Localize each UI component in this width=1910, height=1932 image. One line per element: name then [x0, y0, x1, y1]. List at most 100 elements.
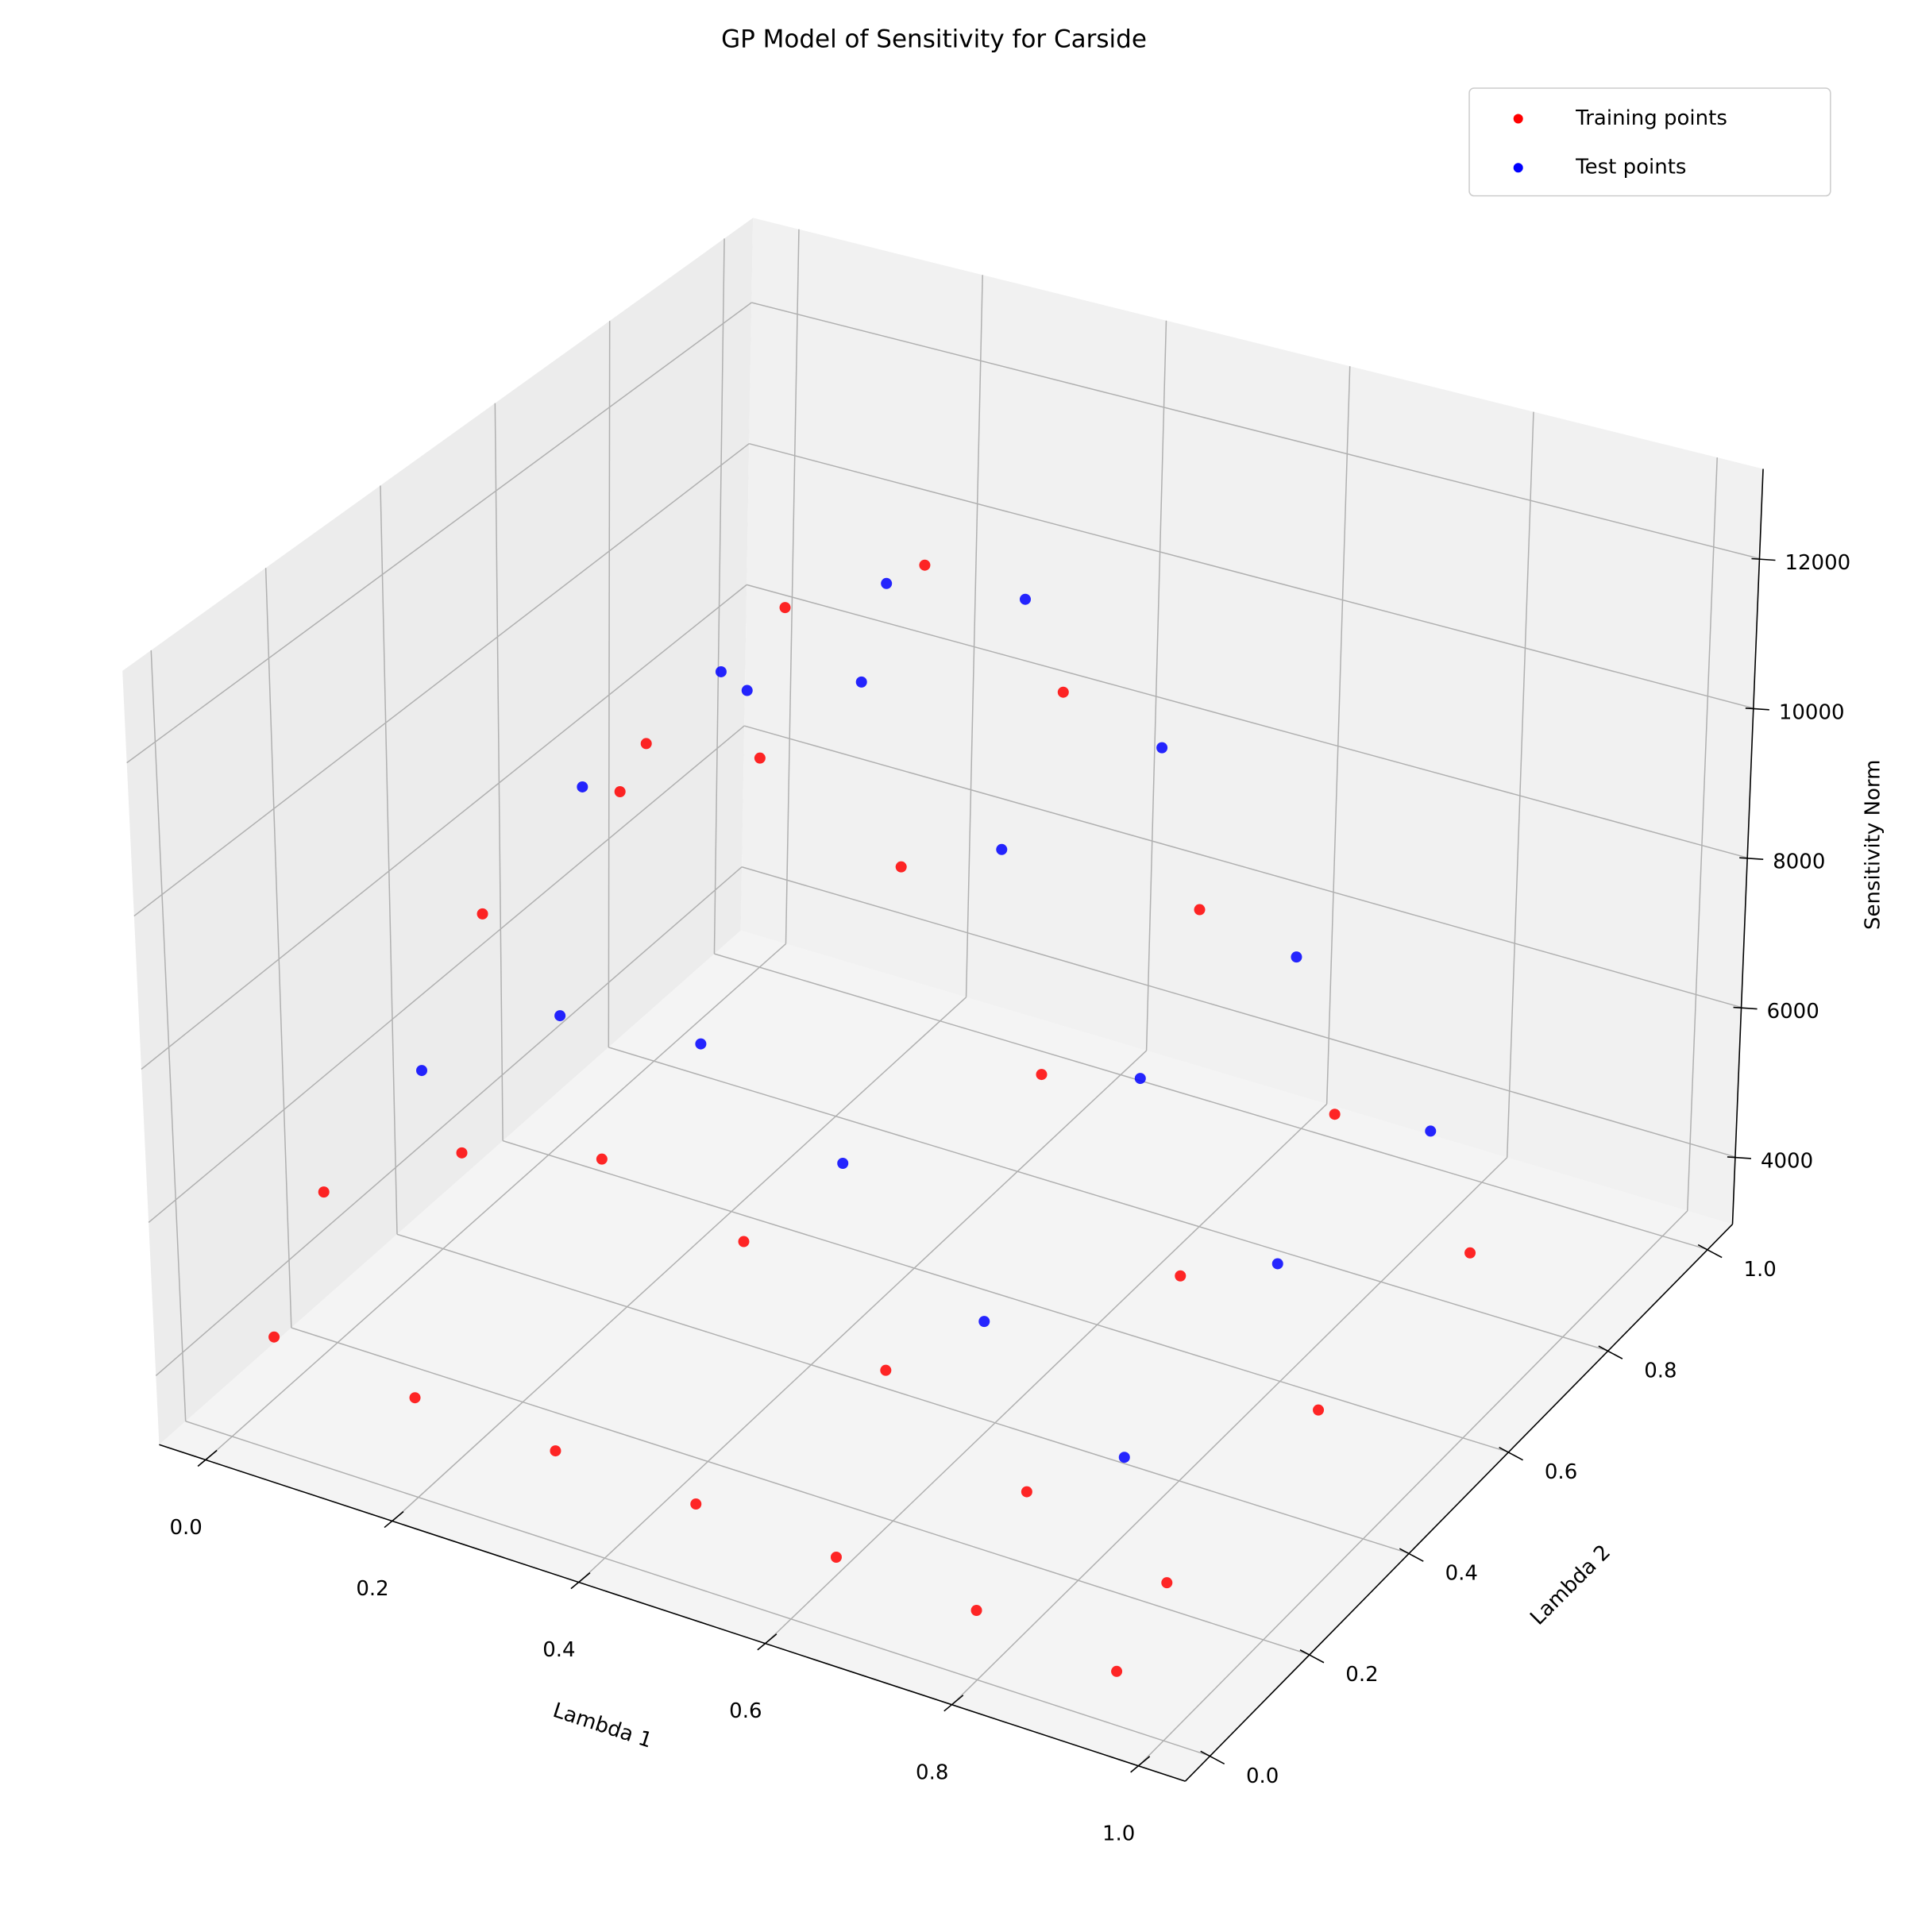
point	[456, 1147, 468, 1159]
x-tick-label: 0.0	[169, 1516, 202, 1540]
x-tick-label: 0.6	[729, 1699, 762, 1723]
point	[970, 1604, 982, 1616]
point	[1291, 951, 1302, 963]
grid-line	[749, 442, 1754, 709]
point	[409, 1392, 421, 1404]
grid-line	[392, 997, 967, 1522]
point	[596, 1153, 608, 1165]
point	[779, 602, 791, 614]
point	[741, 684, 753, 696]
grid-line	[741, 866, 1736, 1158]
x-tick-label: 0.8	[916, 1760, 948, 1784]
grid-line	[765, 1103, 1328, 1645]
point	[1057, 686, 1069, 698]
grid-line	[1325, 366, 1351, 1105]
x-axis-title: Lambda 1	[550, 1699, 654, 1753]
point	[880, 1364, 892, 1376]
grid-line	[126, 302, 752, 764]
point	[919, 559, 931, 571]
grid-line	[713, 238, 725, 954]
left-pane	[122, 218, 754, 1445]
point	[830, 1551, 842, 1563]
y-tick	[1499, 1446, 1523, 1461]
z-axis-line	[1731, 469, 1764, 1224]
grid-line	[743, 725, 1742, 1008]
x-axis-line	[159, 1444, 1186, 1782]
point	[996, 843, 1008, 855]
grid-line	[747, 584, 1748, 858]
y-tick-label: 0.8	[1644, 1359, 1677, 1383]
back-pane	[740, 218, 1764, 1224]
grid-line	[150, 650, 187, 1421]
grid-line	[185, 1421, 1210, 1757]
point	[640, 738, 652, 750]
point	[754, 752, 766, 764]
x-tick	[197, 1449, 218, 1467]
grid-line	[380, 485, 398, 1235]
y-tick-label: 0.4	[1445, 1562, 1478, 1586]
grid-line	[205, 943, 786, 1461]
point	[1313, 1404, 1325, 1416]
point	[1271, 1258, 1283, 1270]
point	[1425, 1125, 1437, 1137]
y-tick	[1299, 1649, 1325, 1664]
grid-line	[291, 1327, 1310, 1656]
point	[1134, 1073, 1146, 1085]
grid-line	[494, 403, 504, 1141]
grid-line	[785, 229, 800, 944]
point	[554, 1010, 566, 1022]
legend-label: Test points	[1575, 156, 1686, 179]
z-tick-label: 8000	[1773, 850, 1825, 874]
point	[1111, 1665, 1123, 1677]
z-tick	[1727, 1156, 1751, 1159]
y-tick	[1598, 1345, 1623, 1359]
point	[577, 781, 588, 792]
y-tick	[1697, 1244, 1723, 1259]
x-tick-label: 1.0	[1102, 1822, 1135, 1845]
x-tick	[384, 1510, 404, 1529]
grid-line	[148, 725, 745, 1224]
chart-title: GP Model of Sensitivity for Carside	[721, 25, 1147, 54]
z-tick-label: 10000	[1779, 700, 1845, 724]
point	[738, 1236, 750, 1248]
point	[715, 665, 727, 677]
point	[690, 1498, 702, 1510]
point	[855, 676, 867, 688]
x-tick-label: 0.4	[542, 1638, 575, 1662]
point	[895, 861, 907, 873]
grid-line	[578, 1050, 1148, 1583]
point	[978, 1316, 990, 1328]
y-tick-label: 0.2	[1345, 1663, 1378, 1687]
point	[1175, 1270, 1187, 1282]
point	[1161, 1577, 1173, 1589]
y-tick	[1200, 1750, 1225, 1764]
y-axis-title: Lambda 2	[1526, 1541, 1615, 1630]
grid-line	[264, 568, 292, 1328]
grid-line	[1686, 457, 1718, 1211]
legend-box	[1468, 87, 1831, 197]
point	[614, 785, 626, 797]
y-tick-label: 0.6	[1545, 1460, 1577, 1484]
point	[1156, 742, 1168, 754]
point	[1329, 1109, 1341, 1120]
z-tick-label: 4000	[1761, 1149, 1813, 1173]
z-axis-title: Sensitivity Norm	[1861, 759, 1885, 930]
grid-line	[1145, 320, 1167, 1051]
grid-line	[1138, 1210, 1688, 1767]
z-tick-label: 6000	[1767, 1000, 1819, 1024]
legend-label: Training points	[1575, 106, 1727, 130]
legend-marker	[1513, 163, 1523, 173]
z-tick	[1745, 708, 1769, 711]
point	[268, 1331, 280, 1343]
z-tick	[1733, 1006, 1758, 1010]
z-tick	[1739, 857, 1764, 861]
grid-line	[155, 866, 743, 1376]
x-tick	[757, 1633, 778, 1651]
point	[1194, 904, 1206, 916]
x-tick	[570, 1572, 591, 1590]
floor-pane	[159, 930, 1733, 1782]
point	[837, 1158, 849, 1170]
point	[881, 577, 893, 589]
z-tick	[1751, 557, 1776, 561]
grid-line	[608, 1047, 1609, 1352]
